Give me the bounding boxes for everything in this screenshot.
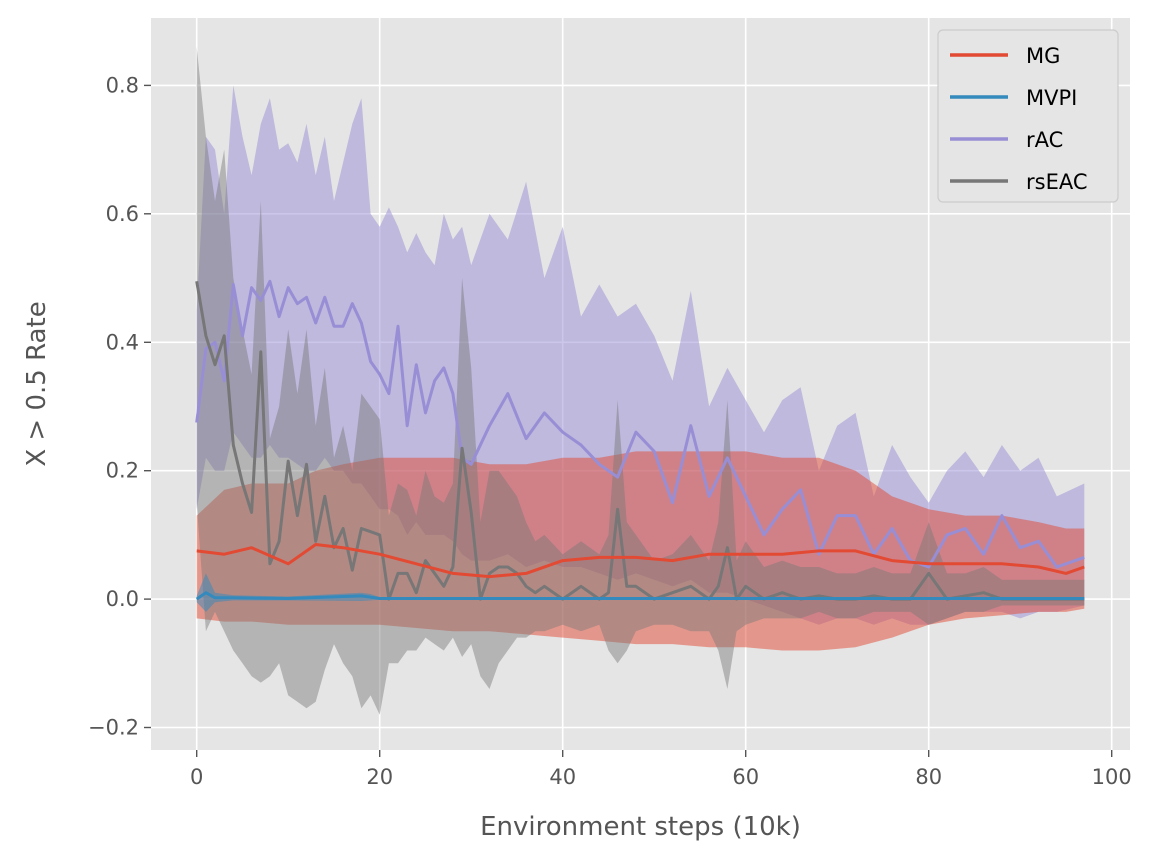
legend-item-rac: rAC bbox=[950, 128, 1063, 152]
x-tick-label: 40 bbox=[549, 765, 576, 789]
x-tick-label: 0 bbox=[190, 765, 203, 789]
band-mg bbox=[196, 451, 1085, 651]
band-rseac bbox=[196, 46, 1085, 715]
y-tick-label: 0.4 bbox=[106, 330, 139, 354]
legend-label-rac: rAC bbox=[1026, 128, 1063, 152]
legend-label-rseac: rsEAC bbox=[1026, 170, 1088, 194]
line-mvpi bbox=[195, 591, 1085, 601]
legend-label-mg: MG bbox=[1026, 44, 1060, 68]
x-tick-label: 80 bbox=[915, 765, 942, 789]
tick-labels: 0 20 40 60 80 100 −0.2 0.0 0.2 0.4 0.6 0.8 bbox=[88, 73, 1132, 789]
x-tick-label: 100 bbox=[1092, 765, 1132, 789]
legend-item-mg: MG bbox=[950, 44, 1060, 68]
line-mg bbox=[196, 543, 1085, 579]
legend-item-rseac: rsEAC bbox=[950, 170, 1088, 194]
confidence-bands bbox=[196, 46, 1085, 715]
y-tick-label: 0.0 bbox=[106, 587, 139, 611]
x-tick-label: 60 bbox=[732, 765, 759, 789]
line-rac bbox=[195, 279, 1085, 569]
y-axis-label: X > 0.5 Rate bbox=[22, 301, 52, 466]
series-lines bbox=[195, 279, 1085, 601]
y-tick-label: −0.2 bbox=[88, 716, 139, 740]
legend-label-mvpi: MVPI bbox=[1026, 86, 1077, 110]
y-tick-label: 0.6 bbox=[106, 202, 139, 226]
legend-frame bbox=[937, 29, 1119, 203]
y-tick-label: 0.8 bbox=[106, 73, 139, 97]
x-axis-label: Environment steps (10k) bbox=[480, 812, 801, 842]
y-tick-label: 0.2 bbox=[106, 459, 139, 483]
legend: MG MVPI rAC rsEAC bbox=[937, 29, 1119, 203]
x-tick-label: 20 bbox=[366, 765, 393, 789]
legend-item-mvpi: MVPI bbox=[950, 86, 1077, 110]
